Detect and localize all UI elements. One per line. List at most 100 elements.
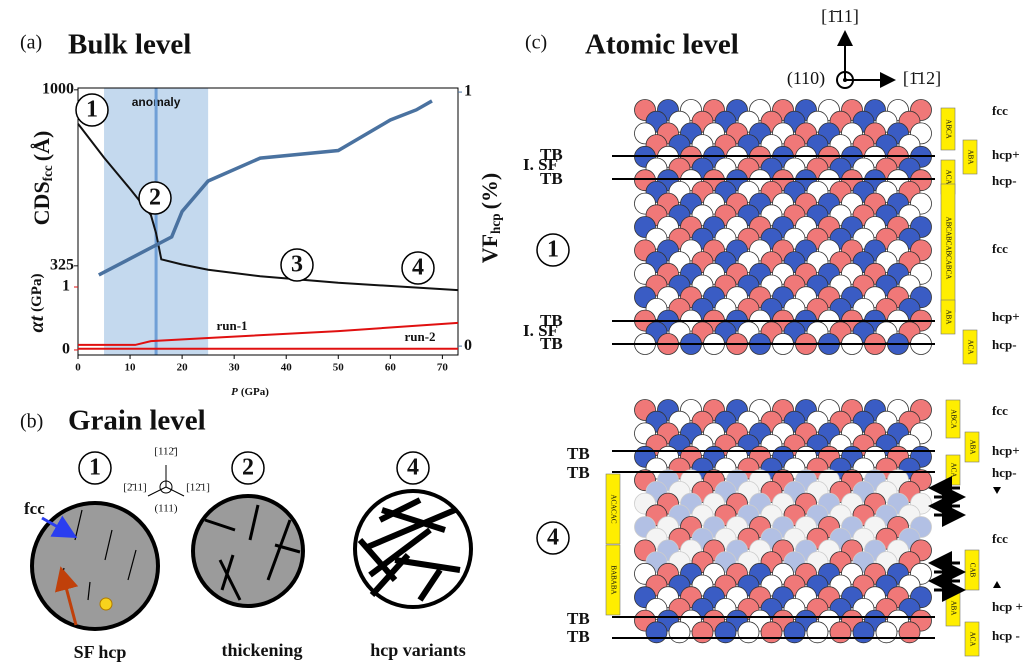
stage-number: 4 [412, 255, 424, 281]
grain-dot [100, 598, 112, 610]
grain-caption: hcp variants [370, 640, 466, 660]
right-label: fcc [992, 103, 1008, 118]
right-label: hcp- [992, 173, 1017, 188]
stacking-label: ACA [949, 463, 957, 478]
left-label: TB [567, 463, 590, 482]
y-tick-label: 1 [62, 278, 70, 295]
right-label: fcc [992, 403, 1008, 418]
atom [761, 622, 782, 643]
y-tick-label: 1 [464, 83, 472, 100]
y-axis-title-unit: (Å) [29, 131, 54, 162]
y2-axis-title-sub: hcp [488, 213, 503, 234]
block-number: 4 [547, 525, 559, 551]
atom [715, 622, 736, 643]
right-label: hcp- [992, 465, 1017, 480]
stacking-label: ABA [968, 440, 976, 455]
atom [692, 622, 713, 643]
shift-triangle [993, 487, 1001, 494]
right-label: hcp+ [992, 147, 1020, 162]
panel-label: (a) [20, 32, 42, 54]
block-number: 1 [547, 237, 559, 263]
direction-label: (111) [154, 503, 177, 515]
stage-number: 1 [86, 97, 98, 123]
grain-number: 2 [242, 455, 254, 481]
y-tick-label: 325 [50, 256, 74, 273]
x-tick-label: 30 [229, 362, 241, 374]
y-tick-label: 0 [464, 337, 472, 354]
panel-label: (c) [525, 32, 547, 54]
panel-title: Grain level [68, 405, 206, 437]
stage-number: 2 [149, 185, 161, 211]
x-tick-label: 10 [125, 362, 137, 374]
atom [830, 622, 851, 643]
x-tick-label: 60 [385, 362, 397, 374]
x-axis-var: P [231, 386, 238, 398]
atom [738, 622, 759, 643]
x-axis-unit: (GPa) [241, 386, 269, 398]
atom [784, 622, 805, 643]
direction-label: [12̄1] [186, 482, 210, 494]
right-label: hcp - [992, 628, 1020, 643]
right-label: hcp+ [992, 443, 1020, 458]
right-label: hcp+ [992, 309, 1020, 324]
y2-axis-title: VFhcp (%) [477, 173, 503, 264]
grain [193, 496, 303, 606]
stacking-label: ABA [944, 310, 952, 325]
y2-axis-title-main: VF [477, 234, 502, 263]
right-label: hcp- [992, 337, 1017, 352]
stacking-label: ACA [968, 632, 976, 647]
direction-label: [1̄12] [903, 68, 941, 88]
left-label: TB [567, 627, 590, 646]
left-label: TB [540, 169, 563, 188]
direction-label: [1̄11] [821, 6, 859, 26]
stacking-label: ABCABCABCABCA [944, 217, 952, 280]
axis-arm [166, 487, 184, 496]
atom [807, 622, 828, 643]
x-tick-label: 70 [437, 362, 449, 374]
atom [853, 622, 874, 643]
grain-caption: thickening [221, 640, 302, 660]
panel-title: Bulk level [68, 29, 191, 61]
atom [876, 622, 897, 643]
y2-axis-title-unit: (%) [477, 173, 502, 210]
stacking-label: BABABA [609, 565, 617, 594]
y-axis-title-sub: fcc [40, 165, 55, 181]
stacking-label: ACACAC [609, 494, 617, 524]
grain-caption: SF hcp [74, 642, 127, 662]
grain-number: 1 [89, 455, 101, 481]
right-label: fcc [992, 241, 1008, 256]
y-axis-title-main: CDS [29, 181, 54, 225]
direction-label: [112̄] [154, 446, 177, 458]
left-label: TB [540, 334, 563, 353]
right-label: hcp + [992, 599, 1023, 614]
atom [646, 622, 667, 643]
x-tick-label: 20 [177, 362, 189, 374]
stacking-label: ABA [949, 601, 957, 616]
left-label: TB [567, 609, 590, 628]
shift-triangle [993, 581, 1001, 588]
series-label: run-2 [404, 329, 435, 344]
y3-axis-title: αt(GPa) [26, 274, 48, 333]
y-tick-label: 0 [62, 341, 70, 358]
y-axis-title: CDSfcc (Å) [29, 131, 55, 226]
panel-label: (b) [20, 411, 43, 433]
stacking-label: CAB [968, 563, 976, 578]
grain-number: 4 [407, 455, 419, 481]
axis-arm [148, 487, 166, 496]
atom [669, 622, 690, 643]
stage-number: 3 [291, 252, 303, 278]
y3-axis-title-unit: (GPa) [29, 274, 45, 312]
stacking-label: ABCA [949, 409, 957, 428]
x-axis-title: P(GPa) [231, 386, 269, 398]
series-label: run-1 [216, 318, 247, 333]
x-tick-label: 0 [75, 362, 81, 374]
panel-title: Atomic level [585, 29, 739, 61]
stacking-label: ACA [966, 340, 974, 355]
y-tick-label: 1000 [42, 80, 74, 97]
direction-label: (110) [787, 68, 825, 89]
dir-dot [843, 78, 847, 82]
atom [899, 622, 920, 643]
left-label: TB [567, 444, 590, 463]
stacking-label: ABA [966, 150, 974, 165]
fcc-annotation: fcc [24, 499, 45, 518]
